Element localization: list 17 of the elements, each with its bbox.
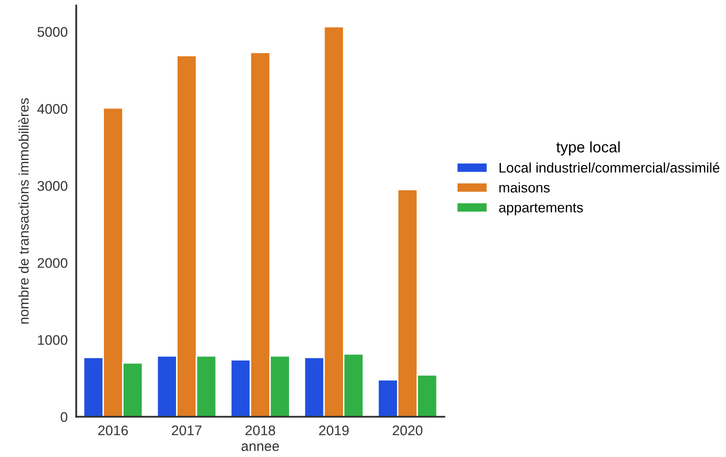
y-tick-label: 0 [60,412,68,422]
y-tick-label: 5000 [38,27,68,37]
y-tick-label: 2000 [38,258,68,268]
x-tick-label: 2020 [392,425,422,436]
legend-label: Local industriel/commercial/assimilé [500,162,720,173]
legend-label: maisons [499,182,550,193]
y-axis-title: nombre de transactions immobilières [18,98,29,324]
x-tick-label: 2019 [319,425,349,436]
legend-title: type local [556,141,620,156]
legend-label: appartements [499,203,583,216]
x-tick-label: 2017 [172,425,202,436]
y-tick-label: 3000 [38,181,68,191]
y-tick-label: 1000 [38,335,68,345]
x-tick-label: 2018 [246,425,276,436]
y-tick-label: 4000 [37,104,68,114]
x-axis-title: annee [242,443,279,452]
x-tick-label: 2016 [98,425,128,436]
